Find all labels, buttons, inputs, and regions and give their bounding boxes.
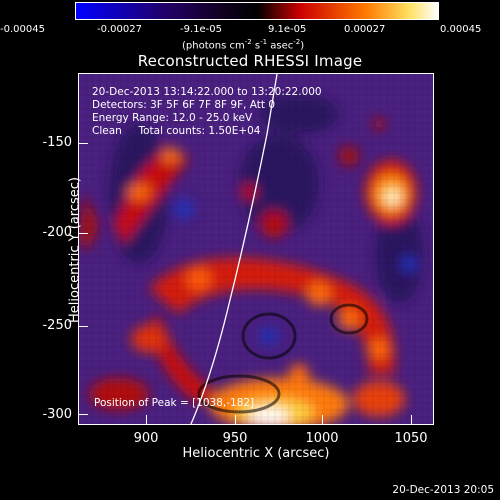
colorbar-tick: 9.1e-05 (268, 24, 307, 35)
y-tick-mark (78, 143, 88, 144)
annotation-detectors: Detectors: 3F 5F 6F 7F 8F 9F, Att 0 (92, 99, 276, 111)
x-tick-mark (146, 415, 147, 425)
x-tick-mark (411, 415, 412, 425)
annotation-energy-range: Energy Range: 12.0 - 25.0 keV (92, 112, 253, 124)
x-tick-mark (235, 415, 236, 425)
x-tick-label: 900 (133, 431, 159, 446)
x-tick-mark (322, 415, 323, 425)
y-tick-mark (78, 233, 88, 234)
colorbar-tick: -9.1e-05 (180, 24, 222, 35)
annotation-peak-position: Position of Peak = [1038,-182] (94, 397, 255, 409)
y-tick-label: -300 (42, 407, 72, 422)
annotation-time-range: 20-Dec-2013 13:14:22.000 to 13:20:22.000 (92, 86, 322, 98)
colorbar-tick: -0.00027 (97, 24, 142, 35)
y-tick-label: -150 (42, 135, 72, 150)
plot-frame (78, 73, 434, 425)
y-tick-mark (78, 414, 88, 415)
colorbar-tick: -0.00045 (0, 24, 45, 35)
footer-timestamp: 20-Dec-2013 20:05 (392, 484, 494, 496)
x-tick-label: 950 (222, 431, 248, 446)
x-axis-title: Heliocentric X (arcsec) (182, 446, 330, 461)
colorbar-units: (photons cm-2 s-1 asec-2) (182, 38, 305, 52)
y-axis-title: Heliocentric Y (arcsec) (67, 177, 83, 323)
plot-title: Reconstructed RHESSI Image (137, 52, 363, 70)
x-tick-label: 1050 (394, 431, 428, 446)
colorbar-tick: 0.00045 (440, 24, 482, 35)
y-tick-mark (78, 326, 88, 327)
y-tick-label: -250 (42, 318, 72, 333)
colorbar (75, 2, 439, 20)
rhessi-image (79, 74, 433, 424)
colorbar-tick: 0.00027 (344, 24, 386, 35)
y-tick-label: -200 (42, 225, 72, 240)
x-tick-label: 1000 (305, 431, 339, 446)
annotation-counts: Clean Total counts: 1.50E+04 (92, 125, 261, 137)
